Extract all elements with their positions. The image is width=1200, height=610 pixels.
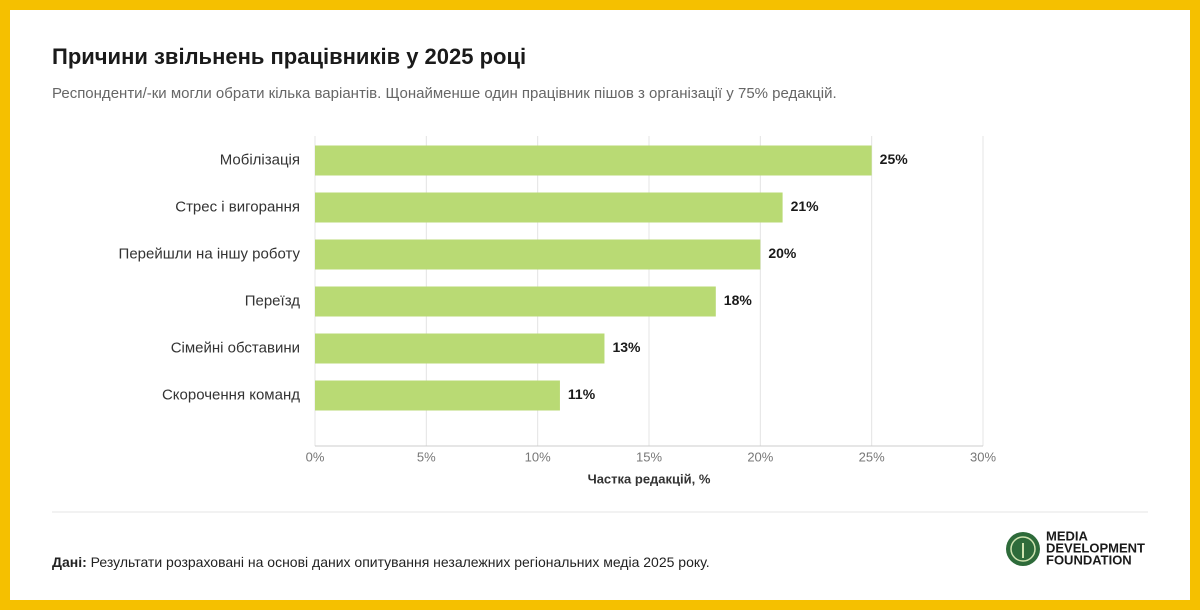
value-label: 25% bbox=[880, 151, 909, 167]
y-tick-label: Мобілізація bbox=[220, 151, 300, 168]
logo-text: FOUNDATION bbox=[1046, 552, 1132, 567]
value-label: 18% bbox=[724, 292, 753, 308]
y-tick-label: Перейшли на іншу роботу bbox=[119, 245, 301, 262]
logo-text: MEDIA bbox=[1046, 528, 1089, 543]
x-tick-label: 5% bbox=[417, 449, 436, 464]
x-tick-label: 25% bbox=[859, 449, 885, 464]
bar bbox=[315, 380, 560, 411]
y-tick-label: Стрес і вигорання bbox=[175, 198, 300, 215]
bar bbox=[315, 286, 716, 317]
y-tick-label: Переїзд bbox=[245, 292, 301, 309]
x-tick-label: 30% bbox=[970, 449, 996, 464]
footer-text: Результати розраховані на основі даних о… bbox=[91, 554, 710, 570]
logo-tree bbox=[1010, 536, 1036, 562]
value-label: 20% bbox=[768, 245, 797, 261]
value-label: 11% bbox=[568, 386, 596, 402]
chart-subtitle: Респонденти/-ки могли обрати кілька варі… bbox=[52, 85, 837, 102]
x-tick-label: 20% bbox=[747, 449, 773, 464]
bar bbox=[315, 333, 605, 364]
y-tick-label: Скорочення команд bbox=[162, 386, 300, 403]
logo-text: DEVELOPMENT bbox=[1046, 540, 1145, 555]
logo: MEDIA DEVELOPMENT FOUNDATION bbox=[1006, 528, 1145, 567]
x-tick-label: 10% bbox=[525, 449, 551, 464]
y-tick-label: Сімейні обставини bbox=[171, 339, 300, 356]
bar bbox=[315, 239, 761, 270]
x-tick-label: 0% bbox=[306, 449, 325, 464]
value-label: 13% bbox=[612, 339, 641, 355]
footer-label: Дані: bbox=[52, 554, 87, 570]
bar bbox=[315, 145, 872, 176]
bar bbox=[315, 192, 783, 223]
x-tick-label: 15% bbox=[636, 449, 662, 464]
value-label: 21% bbox=[791, 198, 820, 214]
x-axis-label: Частка редакцій, % bbox=[588, 471, 711, 486]
footer: Дані: Результати розраховані на основі д… bbox=[52, 554, 710, 570]
chart-title: Причини звільнень працівників у 2025 роц… bbox=[52, 44, 526, 69]
